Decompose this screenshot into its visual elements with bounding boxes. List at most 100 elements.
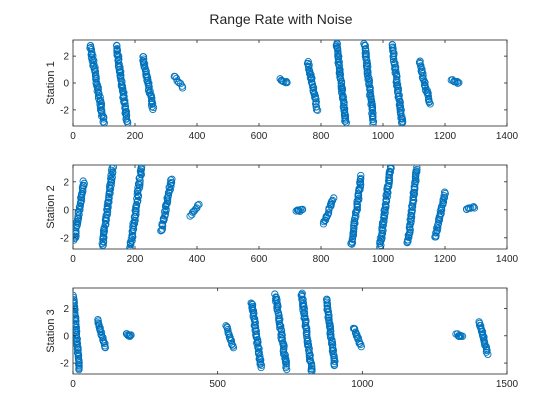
data-point bbox=[482, 348, 491, 356]
data-point bbox=[455, 79, 463, 87]
data-point bbox=[94, 92, 103, 100]
data-point bbox=[458, 332, 467, 340]
data-point bbox=[298, 205, 307, 214]
data-points bbox=[86, 40, 463, 126]
data-point bbox=[300, 305, 309, 313]
data-point bbox=[306, 70, 315, 78]
data-point bbox=[469, 203, 478, 211]
chart-title: Range Rate with Noise bbox=[209, 11, 352, 27]
data-point bbox=[283, 78, 291, 87]
y-tick-label: 0 bbox=[63, 79, 69, 90]
data-point bbox=[335, 62, 343, 70]
y-tick-label: 0 bbox=[63, 205, 69, 216]
data-point bbox=[275, 311, 283, 320]
axes-frame bbox=[72, 287, 508, 375]
data-point bbox=[124, 119, 132, 126]
data-point bbox=[121, 100, 129, 108]
data-point bbox=[398, 115, 407, 123]
data-points bbox=[73, 165, 479, 249]
data-point bbox=[380, 210, 388, 219]
data-point bbox=[109, 168, 117, 176]
data-point bbox=[295, 206, 303, 215]
x-tick-label: 600 bbox=[251, 131, 268, 142]
data-point bbox=[89, 61, 97, 70]
data-point bbox=[79, 181, 87, 190]
data-point bbox=[127, 331, 135, 339]
data-point bbox=[118, 84, 126, 92]
data-point bbox=[99, 115, 108, 123]
data-point bbox=[113, 42, 121, 50]
data-point bbox=[73, 232, 80, 240]
data-point bbox=[386, 165, 395, 171]
y-tick-label: 2 bbox=[63, 304, 69, 315]
x-tick-label: 1200 bbox=[434, 131, 457, 142]
data-point bbox=[382, 190, 391, 199]
data-point bbox=[406, 220, 414, 229]
data-point bbox=[342, 119, 350, 126]
data-point bbox=[171, 73, 179, 81]
data-point bbox=[413, 168, 421, 176]
data-point bbox=[357, 171, 365, 180]
data-point bbox=[149, 105, 157, 114]
data-point bbox=[390, 58, 398, 66]
data-point bbox=[364, 76, 372, 84]
data-point bbox=[255, 345, 263, 353]
y-tick-label: 2 bbox=[63, 52, 69, 63]
data-point bbox=[398, 118, 407, 126]
data-point bbox=[165, 187, 174, 195]
data-point bbox=[101, 339, 109, 348]
data-point bbox=[256, 360, 264, 368]
data-point bbox=[313, 106, 322, 114]
data-point bbox=[425, 98, 433, 106]
data-point bbox=[123, 117, 131, 126]
data-points bbox=[73, 289, 492, 374]
data-point bbox=[148, 99, 157, 108]
data-point bbox=[277, 331, 285, 339]
data-point bbox=[283, 365, 291, 374]
x-tick-label: 800 bbox=[313, 254, 330, 265]
data-point bbox=[158, 220, 166, 228]
data-point bbox=[297, 291, 305, 300]
x-tick-label: 800 bbox=[313, 131, 330, 142]
data-point bbox=[282, 77, 291, 86]
y-tick-label: -2 bbox=[60, 359, 69, 370]
data-point bbox=[298, 290, 306, 299]
data-point bbox=[116, 63, 124, 71]
x-tick-label: 1500 bbox=[496, 379, 519, 390]
data-point bbox=[107, 178, 116, 187]
data-point bbox=[120, 98, 128, 107]
data-point bbox=[470, 204, 479, 212]
data-point bbox=[380, 217, 388, 226]
data-point bbox=[350, 224, 358, 232]
data-point bbox=[353, 205, 361, 214]
data-point bbox=[353, 197, 362, 205]
y-axis-label: Station 1 bbox=[45, 61, 57, 104]
data-point bbox=[126, 332, 134, 341]
data-point bbox=[308, 365, 316, 373]
data-point bbox=[158, 225, 167, 233]
data-point bbox=[356, 183, 365, 191]
x-tick-label: 1400 bbox=[496, 131, 519, 142]
data-point bbox=[162, 201, 170, 209]
data-point bbox=[131, 216, 139, 225]
data-point bbox=[167, 176, 175, 184]
data-point bbox=[354, 335, 362, 343]
data-point bbox=[136, 167, 145, 175]
data-point bbox=[164, 191, 173, 199]
data-point bbox=[437, 210, 445, 218]
data-point bbox=[328, 338, 337, 346]
data-point bbox=[330, 194, 338, 202]
data-point bbox=[256, 355, 264, 363]
data-point bbox=[282, 360, 290, 368]
data-point bbox=[96, 327, 104, 335]
data-point bbox=[310, 90, 318, 98]
x-tick-label: 400 bbox=[189, 131, 206, 142]
axes-station-1: 0 200 400 600 800 1000 1200 1400 -2 0 2 Station 1 bbox=[45, 39, 519, 142]
data-point bbox=[304, 340, 313, 349]
data-point bbox=[412, 167, 420, 175]
data-point bbox=[106, 183, 114, 191]
data-point bbox=[134, 191, 143, 200]
data-point bbox=[351, 219, 359, 227]
data-point bbox=[99, 118, 107, 126]
